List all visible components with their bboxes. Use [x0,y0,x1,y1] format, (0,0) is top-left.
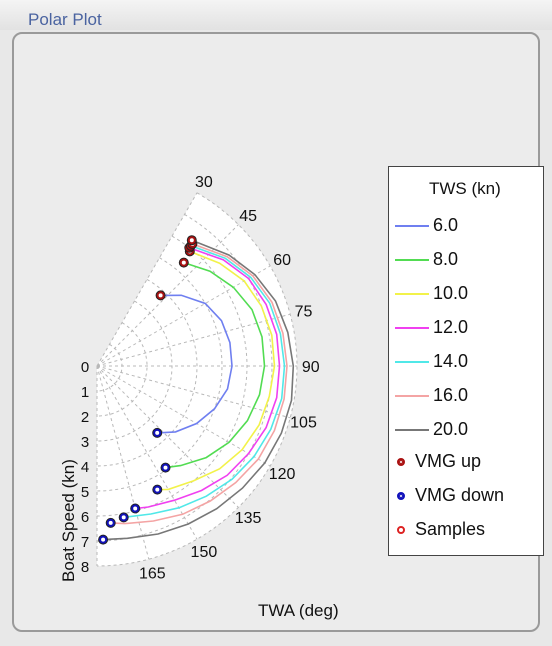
marker-center [163,465,168,470]
legend-label: 12.0 [433,317,469,337]
angle-tick-label: 165 [139,566,166,583]
legend-swatch [395,225,429,227]
radius-axis-label: Boat Speed (kn) [59,459,78,582]
legend-title: TWS (kn) [429,179,501,198]
marker-center [108,520,113,525]
angle-axis-label: TWA (deg) [258,601,339,620]
angle-tick-label: 45 [239,208,257,225]
series-line-10.0 [157,250,276,491]
legend-swatch [395,361,429,363]
legend-item: 14.0 [389,345,545,379]
angle-tick-label: 60 [273,252,291,269]
legend-swatch [395,395,429,397]
angle-tick-label: 105 [290,414,317,431]
series-line-12.0 [135,247,281,510]
series-line-20.0 [103,239,295,541]
marker-center [121,515,126,520]
legend-label: 20.0 [433,419,469,439]
legend-label: 10.0 [433,283,469,303]
bottom-bar [0,634,552,646]
legend-item: 16.0 [389,379,545,413]
legend-item: 10.0 [389,277,545,311]
legend-swatch [395,293,429,295]
legend-label: 14.0 [433,351,469,371]
radius-tick-label: 5 [81,484,89,501]
legend-marker-icon [397,492,405,500]
series-line-6.0 [157,294,233,434]
angle-tick-label: 135 [235,510,262,527]
legend-marker-icon [397,458,405,466]
marker-center [181,260,186,265]
grid-ring [96,257,223,492]
legend-label: VMG up [415,451,482,471]
radius-tick-label: 4 [81,459,89,476]
radius-tick-label: 8 [81,559,89,576]
angle-tick-label: 75 [295,304,313,321]
legend-item: Samples [389,515,545,549]
marker-center [189,238,194,243]
panel-header: Polar Plot [0,0,552,30]
radius-tick-label: 3 [81,434,89,451]
markers [98,235,198,545]
panel-title: Polar Plot [28,10,102,29]
legend-item: 8.0 [389,243,545,277]
radius-tick-label: 0 [81,359,89,376]
angle-tick-label: 150 [191,544,218,561]
legend-label: Samples [415,519,486,539]
legend-swatch [395,429,429,431]
grid-ring [97,322,148,417]
legend-label: 8.0 [433,249,459,269]
legend-item: 12.0 [389,311,545,345]
legend-label: VMG down [415,485,505,505]
legend-swatch [395,327,429,329]
marker-center [155,487,160,492]
legend-item: VMG down [389,481,545,515]
radius-tick-label: 7 [81,534,89,551]
angle-tick-label: 90 [302,359,320,376]
legend: TWS (kn) 6.0 8.0 10.0 12.0 14.0 16.0 20.0 VMG u… [388,166,544,556]
radius-tick-label: 6 [81,509,89,526]
radius-tick-label: 2 [81,409,89,426]
legend-item: VMG up [389,447,545,481]
legend-label: 6.0 [433,215,459,235]
series-line-16.0 [110,243,288,525]
legend-marker-icon [397,526,405,534]
series-line-14.0 [123,245,286,519]
marker-center [158,293,163,298]
angle-tick-label: 30 [195,174,213,191]
radius-tick-label: 1 [81,384,89,401]
legend-swatch [395,259,429,261]
legend-label: 16.0 [433,385,469,405]
marker-center [101,537,106,542]
series-lines [103,239,295,541]
series-line-8.0 [165,261,266,469]
angle-tick-label: 120 [269,466,296,483]
grid-ring [97,300,173,442]
marker-center [133,506,138,511]
grid-ring [96,278,198,467]
legend-item: 20.0 [389,413,545,447]
marker-center [155,430,160,435]
grid [96,192,298,567]
legend-item: 6.0 [389,209,545,243]
